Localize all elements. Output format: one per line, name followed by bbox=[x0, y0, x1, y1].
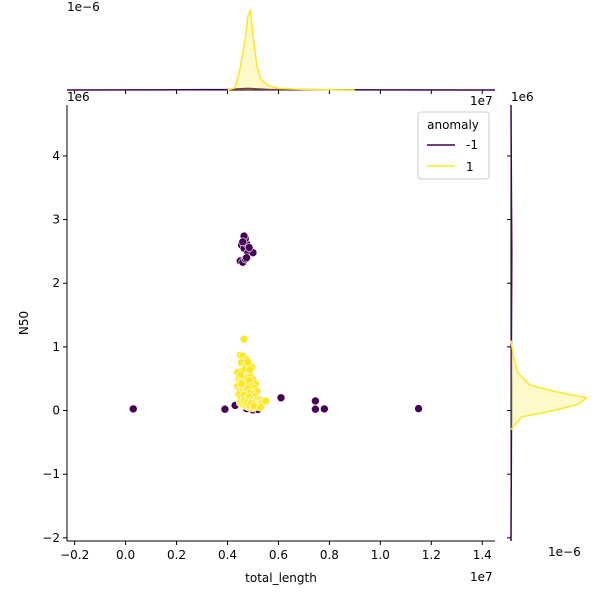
x-tick-label: 0.0 bbox=[116, 548, 135, 562]
right-marginal-y-offset-label: 1e6 bbox=[511, 90, 534, 104]
right-marginal-fill-normal bbox=[511, 340, 587, 430]
top-marginal-density bbox=[66, 7, 496, 94]
scatter-point-normal bbox=[237, 379, 246, 389]
scatter-point-anomaly bbox=[128, 404, 138, 414]
scatter-point-anomaly bbox=[311, 404, 320, 414]
top-marginal-x-offset-label: 1e7 bbox=[470, 94, 493, 108]
x-tick-label: 1.4 bbox=[473, 548, 492, 562]
y-tick-label: 1 bbox=[52, 340, 60, 354]
scatter-point-anomaly bbox=[414, 404, 423, 413]
scatter-point-anomaly bbox=[242, 253, 251, 263]
right-marginal-line-normal bbox=[510, 340, 589, 431]
x-offset-label: 1e7 bbox=[470, 570, 493, 584]
legend-label-neg1: -1 bbox=[466, 138, 478, 152]
y-tick-label: 0 bbox=[52, 404, 60, 418]
legend: anomaly -1 1 bbox=[417, 111, 490, 180]
scatter-point-anomaly bbox=[220, 404, 230, 414]
y-axis-label: N50 bbox=[17, 311, 31, 335]
y-tick-label: 3 bbox=[52, 213, 60, 227]
top-marginal-offset-label: 1e−6 bbox=[67, 0, 100, 14]
legend-title: anomaly bbox=[427, 118, 479, 132]
y-offset-label: 1e6 bbox=[67, 90, 90, 104]
right-marginal-line-anomaly bbox=[510, 104, 513, 542]
x-tick-label: 0.4 bbox=[218, 548, 237, 562]
x-tick-label: 0.6 bbox=[269, 548, 288, 562]
scatter-point-normal bbox=[261, 396, 271, 406]
scatter-point-anomaly bbox=[238, 237, 248, 247]
y-tick-label: 2 bbox=[52, 276, 60, 290]
y-tick-label: 4 bbox=[52, 149, 60, 163]
x-axis-label: total_length bbox=[245, 571, 317, 585]
scatter-point-anomaly bbox=[311, 396, 320, 406]
x-tick-label: 0.2 bbox=[167, 548, 186, 562]
y-tick-label: −2 bbox=[42, 531, 60, 545]
y-tick-label: −1 bbox=[42, 467, 60, 481]
top-marginal-line-normal bbox=[227, 7, 355, 91]
scatter-point-normal bbox=[243, 357, 253, 367]
x-tick-label: 1.0 bbox=[371, 548, 390, 562]
scatter-point-anomaly bbox=[244, 243, 254, 252]
x-tick-label: −0.2 bbox=[60, 548, 89, 562]
scatter-point-normal bbox=[256, 403, 265, 412]
scatter-point-normal bbox=[239, 334, 249, 344]
scatter-point-anomaly bbox=[320, 404, 329, 414]
scatter-point-anomaly bbox=[276, 393, 286, 403]
x-tick-label: 0.8 bbox=[320, 548, 339, 562]
top-marginal-fill-normal bbox=[227, 10, 355, 91]
right-marginal-density bbox=[507, 104, 589, 542]
legend-label-pos1: 1 bbox=[466, 160, 474, 174]
right-marginal-offset-label: 1e−6 bbox=[548, 545, 581, 559]
main-scatter-plot: −0.2 0.0 0.2 0.4 0.6 0.8 1.0 1.2 1.4 −2 −1 0 1 2 3 4 bbox=[42, 105, 495, 562]
x-tick-label: 1.2 bbox=[422, 548, 441, 562]
scatter-point-normal bbox=[245, 365, 255, 375]
scatter-point-normal bbox=[236, 370, 246, 380]
